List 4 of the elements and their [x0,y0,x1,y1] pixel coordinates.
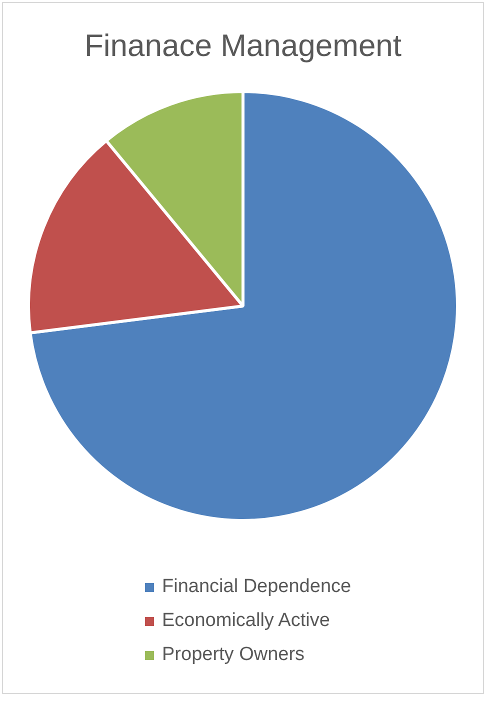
legend-label: Economically Active [162,610,330,632]
chart-title: Finanace Management [83,28,403,64]
legend-label: Financial Dependence [162,576,352,598]
legend-label: Property Owners [162,644,305,666]
